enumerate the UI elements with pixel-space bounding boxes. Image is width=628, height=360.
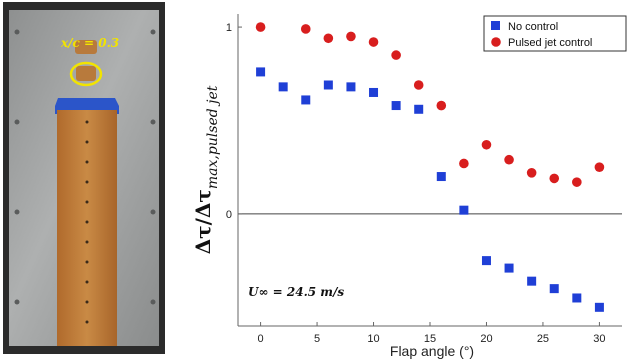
data-point-pulsed-jet bbox=[459, 158, 469, 169]
data-point-no-control bbox=[527, 276, 537, 286]
series-0 bbox=[256, 67, 604, 312]
data-point-pulsed-jet bbox=[300, 24, 311, 34]
orange-strip bbox=[57, 110, 117, 346]
data-point-no-control bbox=[414, 104, 424, 114]
legend-marker-pulsed-jet bbox=[491, 37, 501, 47]
data-point-no-control bbox=[459, 205, 469, 215]
data-point-pulsed-jet bbox=[572, 177, 582, 187]
series-layer bbox=[255, 22, 605, 312]
mounting-screws bbox=[14, 29, 156, 305]
data-point-no-control bbox=[481, 256, 491, 266]
sensor-pad bbox=[75, 40, 97, 54]
x-ticks: 0 5 10 15 20 25 30 bbox=[258, 322, 606, 345]
data-point-pulsed-jet bbox=[323, 33, 334, 44]
y-tick-label: 1 bbox=[226, 22, 232, 34]
data-point-no-control bbox=[391, 101, 401, 111]
highlight-circle bbox=[69, 61, 103, 87]
photo-label: x/c = 0.3 bbox=[60, 36, 119, 50]
data-point-no-control bbox=[323, 80, 333, 90]
y-axis-title-main: Δτ/Δτ bbox=[191, 189, 215, 254]
flow-speed-annotation: U∞ = 24.5 m/s bbox=[248, 285, 344, 299]
legend-label-no-control: No control bbox=[508, 21, 558, 33]
x-tick-label: 5 bbox=[314, 333, 320, 345]
data-point-pulsed-jet bbox=[549, 173, 560, 184]
model-photo: x/c = 0.3 bbox=[3, 2, 165, 354]
data-point-no-control bbox=[256, 67, 266, 77]
sensor-pad-2 bbox=[76, 66, 96, 81]
data-point-no-control bbox=[436, 172, 446, 182]
data-point-no-control bbox=[346, 82, 356, 92]
legend-marker-no-control bbox=[491, 21, 500, 30]
data-point-pulsed-jet bbox=[391, 50, 401, 60]
data-point-no-control bbox=[369, 87, 379, 97]
plot-frame bbox=[237, 14, 622, 327]
data-point-pulsed-jet bbox=[504, 154, 514, 165]
data-point-pulsed-jet bbox=[526, 168, 537, 178]
data-point-pulsed-jet bbox=[368, 37, 379, 47]
data-point-no-control bbox=[572, 293, 582, 303]
data-point-pulsed-jet bbox=[255, 22, 266, 32]
y-axis-title: Δτ/Δτmax,pulsed jet bbox=[191, 85, 221, 254]
data-point-no-control bbox=[594, 302, 604, 312]
x-tick-label: 20 bbox=[480, 333, 492, 345]
pressure-taps bbox=[85, 120, 89, 324]
data-point-pulsed-jet bbox=[346, 31, 356, 42]
data-point-pulsed-jet bbox=[413, 80, 424, 90]
legend-box bbox=[483, 15, 627, 52]
series-1 bbox=[255, 22, 605, 187]
legend: No control Pulsed jet control bbox=[483, 15, 627, 52]
data-point-pulsed-jet bbox=[594, 162, 605, 172]
x-tick-label: 25 bbox=[537, 333, 549, 345]
data-point-no-control bbox=[278, 82, 288, 92]
y-axis-title-subscript: max,pulsed jet bbox=[205, 85, 221, 189]
legend-label-pulsed-jet: Pulsed jet control bbox=[508, 37, 592, 49]
data-point-pulsed-jet bbox=[481, 139, 492, 150]
data-point-no-control bbox=[301, 95, 311, 105]
x-tick-label: 15 bbox=[424, 333, 436, 345]
x-axis-title: Flap angle (°) bbox=[390, 343, 474, 359]
x-tick-label: 10 bbox=[367, 333, 379, 345]
y-tick-label: 0 bbox=[226, 209, 232, 221]
y-ticks: 01 bbox=[226, 22, 242, 221]
data-point-pulsed-jet bbox=[436, 100, 447, 111]
x-tick-label: 0 bbox=[258, 333, 264, 345]
x-tick-label: 30 bbox=[593, 333, 605, 345]
data-point-no-control bbox=[549, 284, 559, 294]
data-point-no-control bbox=[504, 263, 514, 273]
